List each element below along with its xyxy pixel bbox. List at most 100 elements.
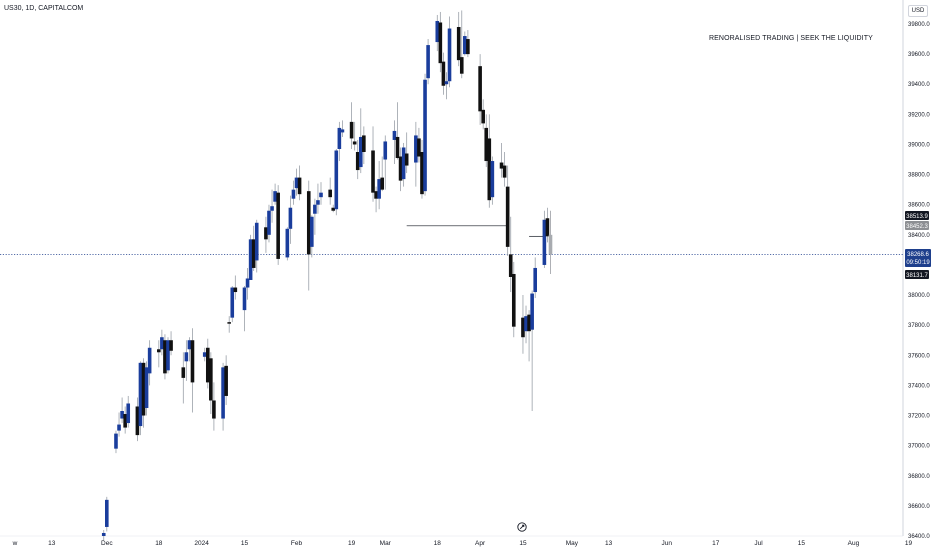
- candle-body: [306, 191, 311, 255]
- candle-body: [248, 239, 253, 280]
- candle: [398, 147, 403, 192]
- candle-body: [459, 57, 464, 74]
- candle: [444, 72, 449, 100]
- candle-body: [395, 136, 400, 159]
- price-tags: 38513.9 38452.3 38268.6 09:50:19 38131.7: [905, 211, 931, 279]
- price-axis-label: 39000.0: [908, 142, 930, 148]
- candle: [288, 195, 293, 244]
- price-axis-label: 36400.0: [908, 534, 930, 540]
- candle: [184, 340, 189, 381]
- price-axis-label: 37000.0: [908, 444, 930, 450]
- candle-body: [545, 218, 550, 237]
- last-price-tag: 38513.9: [906, 214, 928, 220]
- candle: [490, 156, 495, 205]
- candle-body: [138, 362, 143, 427]
- candle-body: [358, 136, 363, 168]
- candle-body: [414, 135, 418, 163]
- prev-price-tag: 38452.3: [906, 224, 928, 230]
- candle-body: [466, 39, 470, 55]
- candle: [190, 328, 195, 413]
- candle: [548, 210, 553, 274]
- candle-body: [542, 219, 547, 265]
- last-price-tag-bg: [905, 211, 929, 220]
- candle: [230, 286, 235, 323]
- candle-body: [233, 287, 238, 293]
- candle: [221, 362, 225, 431]
- candle: [169, 331, 173, 356]
- candle: [401, 142, 406, 187]
- candle-body: [331, 207, 336, 211]
- price-axis-label: 37600.0: [908, 353, 930, 359]
- candle: [358, 108, 363, 174]
- candle: [377, 161, 381, 210]
- candle: [135, 397, 140, 442]
- candle: [285, 227, 290, 261]
- candle: [502, 152, 507, 187]
- annotations-layer: [0, 225, 903, 256]
- candle-body: [340, 129, 345, 133]
- candle: [380, 156, 384, 192]
- candle: [245, 267, 250, 300]
- candle-body: [285, 228, 290, 258]
- candle: [417, 127, 421, 163]
- candle-body: [548, 234, 553, 255]
- candle-body: [202, 352, 207, 357]
- candle: [466, 30, 470, 58]
- candle-body: [157, 349, 161, 353]
- candle: [120, 397, 124, 424]
- candle: [331, 204, 336, 213]
- candle: [328, 177, 332, 205]
- candle-body: [530, 293, 534, 330]
- time-axis-label: 13: [48, 540, 56, 547]
- candle-body: [463, 36, 467, 55]
- candle: [530, 290, 534, 412]
- candle: [242, 286, 247, 332]
- candle-body: [456, 27, 461, 61]
- time-axis-label: 18: [434, 540, 442, 547]
- candle-body: [245, 278, 250, 288]
- candle-body: [166, 340, 170, 371]
- candle: [395, 102, 400, 160]
- price-axis[interactable]: 36400.0 36600.0 36800.0 37000.0 37200.0 37400…: [908, 22, 930, 540]
- candle-body: [123, 414, 127, 428]
- candle: [202, 347, 207, 362]
- candle-body: [337, 127, 342, 149]
- low-price-tag-bg: [905, 270, 929, 279]
- price-axis-label: 36800.0: [908, 474, 930, 480]
- candle-body: [377, 179, 381, 199]
- price-axis-label: 38000.0: [908, 293, 930, 299]
- candle: [316, 183, 320, 214]
- candle: [435, 14, 440, 52]
- candle: [542, 210, 547, 268]
- candle-body: [423, 79, 427, 192]
- candle: [264, 216, 268, 253]
- candle-body: [383, 141, 388, 160]
- candle-body: [374, 191, 378, 199]
- candle: [123, 406, 127, 434]
- candle-body: [209, 358, 213, 401]
- candle: [114, 430, 118, 454]
- candle: [205, 338, 210, 389]
- time-axis-label: 15: [241, 540, 249, 547]
- replay-icon[interactable]: [517, 522, 527, 532]
- time-axis-label: Jun: [662, 540, 673, 547]
- candle: [297, 165, 302, 201]
- candle: [291, 180, 296, 205]
- price-axis-label: 38400.0: [908, 233, 930, 239]
- time-axis[interactable]: w 13 Dec 18 2024 15 Feb 19 Mar 18 Apr 15 May 13 Jun 17 J…: [12, 540, 913, 547]
- candles-layer: [101, 10, 553, 541]
- candle-body: [101, 532, 106, 536]
- candle-body: [297, 177, 302, 195]
- candle: [276, 185, 280, 265]
- candle: [105, 496, 109, 532]
- candle-body: [521, 317, 525, 338]
- currency-button[interactable]: USD: [908, 5, 928, 17]
- candle: [414, 121, 418, 187]
- candle: [349, 102, 354, 149]
- candle: [404, 132, 409, 174]
- candle-body: [126, 403, 131, 424]
- price-axis-label: 37400.0: [908, 383, 930, 389]
- candle: [426, 39, 430, 85]
- candle: [209, 352, 213, 415]
